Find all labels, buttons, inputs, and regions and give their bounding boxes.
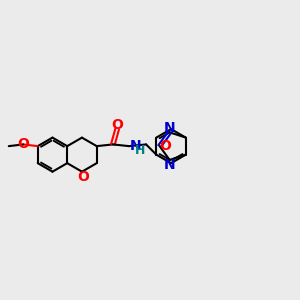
Text: N: N [164, 121, 176, 135]
Text: N: N [130, 139, 142, 153]
Text: O: O [77, 170, 89, 184]
Text: N: N [164, 158, 176, 172]
Text: O: O [17, 137, 29, 152]
Text: H: H [135, 144, 146, 157]
Text: O: O [111, 118, 123, 132]
Text: O: O [159, 139, 171, 153]
